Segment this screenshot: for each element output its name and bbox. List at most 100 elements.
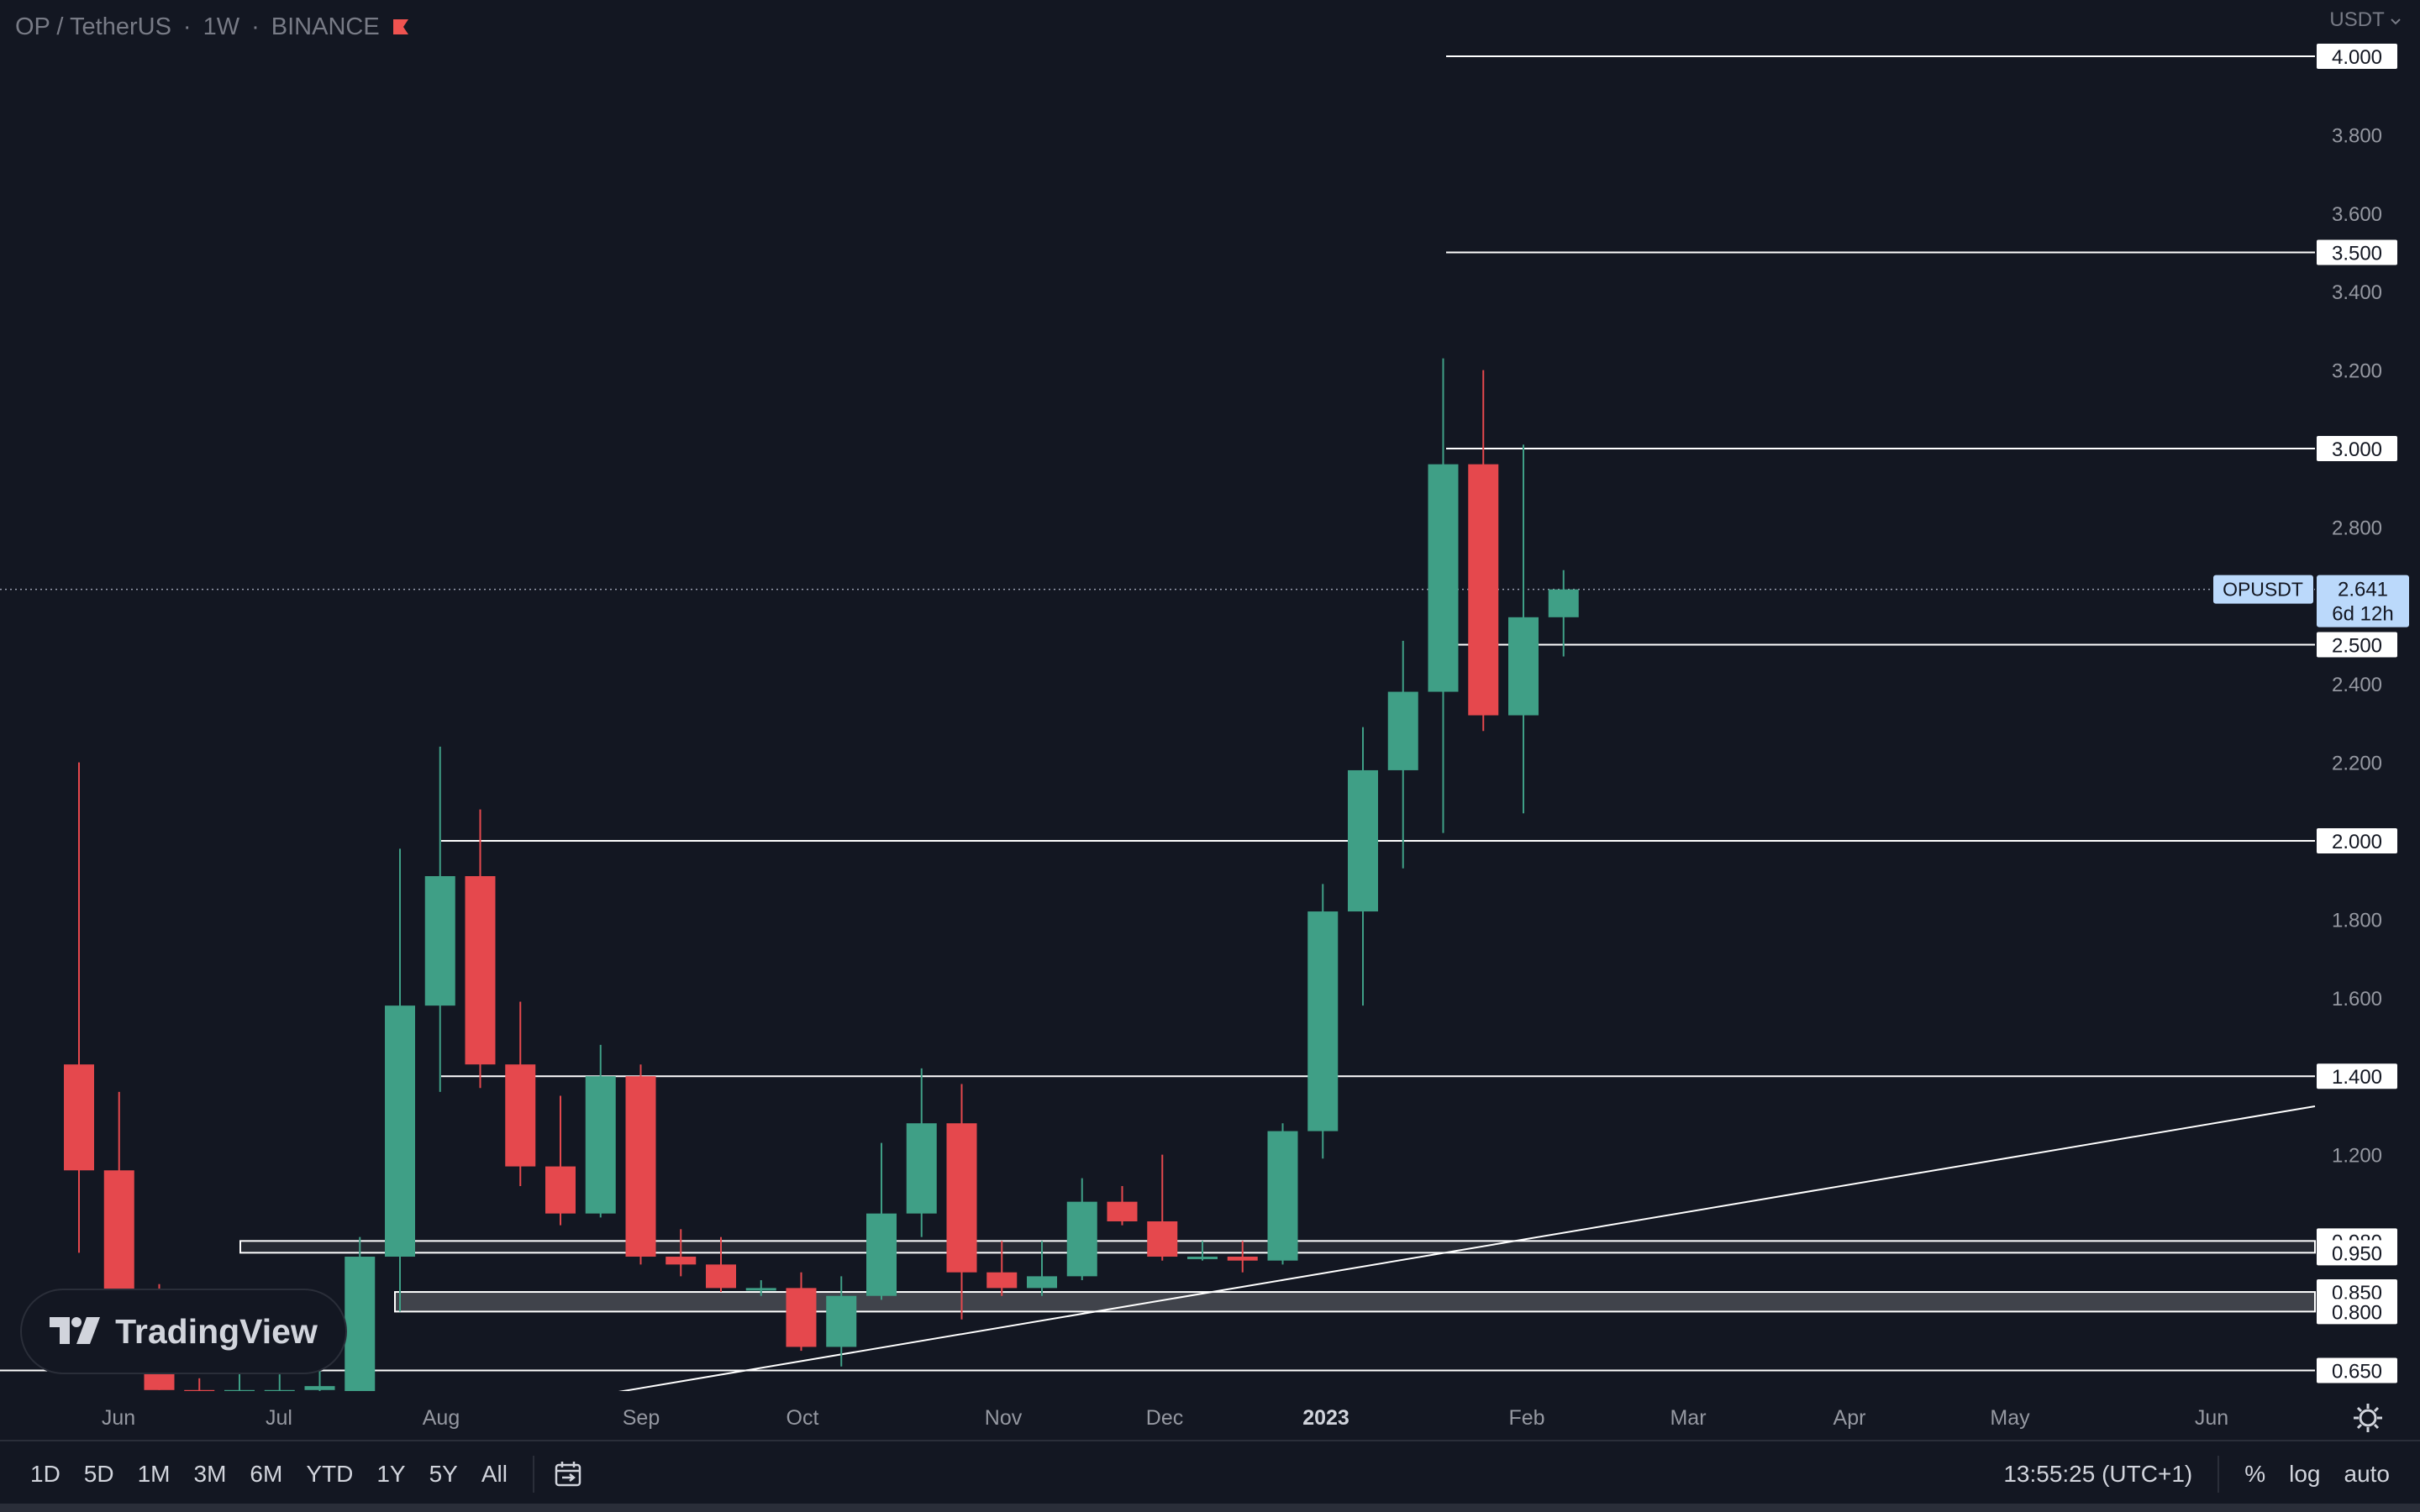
- candle[interactable]: [745, 1280, 776, 1296]
- interval-label[interactable]: 1W: [203, 13, 240, 40]
- candle[interactable]: [786, 1272, 817, 1352]
- tradingview-logo[interactable]: TradingView: [20, 1289, 347, 1374]
- candle-body: [1227, 1257, 1258, 1261]
- range-3m-button[interactable]: 3M: [193, 1461, 227, 1487]
- price-label-text: 4.000: [2332, 46, 2382, 69]
- candle[interactable]: [666, 1229, 697, 1277]
- candle[interactable]: [1227, 1241, 1258, 1273]
- candle[interactable]: [1548, 570, 1579, 657]
- flag-icon[interactable]: [392, 18, 410, 35]
- candle[interactable]: [1508, 444, 1539, 814]
- price-level-label: 2.500: [2317, 632, 2397, 658]
- candle[interactable]: [906, 1068, 937, 1237]
- logo-text: TradingView: [115, 1311, 318, 1351]
- candle[interactable]: [545, 1095, 576, 1226]
- time-axis-label: Aug: [423, 1406, 460, 1430]
- range-5d-button[interactable]: 5D: [83, 1461, 114, 1487]
- bottom-toolbar: 1D 5D 1M 3M 6M YTD 1Y 5Y All 13:55:25 (U…: [0, 1440, 2420, 1507]
- calendar-goto-icon[interactable]: [551, 1457, 585, 1491]
- candle[interactable]: [1387, 640, 1418, 869]
- candle[interactable]: [184, 1378, 215, 1393]
- candle-body: [666, 1257, 697, 1265]
- log-scale-button[interactable]: log: [2289, 1461, 2321, 1487]
- price-label-box: [2317, 1240, 2397, 1266]
- candle[interactable]: [826, 1276, 857, 1367]
- bar-countdown-text: 6d 12h: [2332, 603, 2393, 626]
- price-label-box: [2317, 1063, 2397, 1089]
- price-label-box: [2317, 239, 2397, 265]
- price-label-text: 0.800: [2332, 1301, 2382, 1324]
- auto-scale-button[interactable]: auto: [2344, 1461, 2391, 1487]
- toolbar-divider: [532, 1456, 534, 1493]
- candle-body: [786, 1288, 817, 1347]
- candle[interactable]: [1027, 1241, 1057, 1296]
- candle-body: [1267, 1131, 1298, 1261]
- candle[interactable]: [946, 1084, 977, 1320]
- chevron-down-icon: [2391, 18, 2401, 25]
- gear-icon[interactable]: [2351, 1401, 2385, 1435]
- candle[interactable]: [465, 809, 496, 1089]
- candle[interactable]: [264, 1374, 295, 1393]
- candle[interactable]: [1107, 1185, 1138, 1226]
- candle[interactable]: [585, 1044, 616, 1218]
- candle[interactable]: [1307, 884, 1339, 1159]
- range-1d-button[interactable]: 1D: [30, 1461, 60, 1487]
- price-level-label: 0.950: [2317, 1240, 2397, 1266]
- candle[interactable]: [1428, 358, 1459, 833]
- candle[interactable]: [625, 1064, 656, 1265]
- candle[interactable]: [1187, 1241, 1218, 1261]
- candle[interactable]: [706, 1236, 736, 1293]
- candle[interactable]: [1267, 1123, 1298, 1265]
- range-5y-button[interactable]: 5Y: [429, 1461, 458, 1487]
- currency-selector[interactable]: USDT: [2329, 8, 2402, 32]
- price-axis-tick: 1.600: [2332, 988, 2382, 1011]
- candle-body: [946, 1123, 977, 1273]
- price-level-label: 3.000: [2317, 436, 2397, 461]
- candle-body: [345, 1257, 376, 1391]
- price-label-text: 3.500: [2332, 243, 2382, 265]
- time-axis-label: Jun: [102, 1406, 135, 1430]
- price-label-text: 3.000: [2332, 438, 2382, 461]
- candle[interactable]: [1066, 1178, 1097, 1281]
- candle-body: [465, 876, 496, 1065]
- range-all-button[interactable]: All: [481, 1461, 508, 1487]
- candle-body: [505, 1064, 536, 1167]
- percent-scale-button[interactable]: %: [2244, 1461, 2266, 1487]
- candle[interactable]: [424, 746, 455, 1092]
- range-6m-button[interactable]: 6M: [250, 1461, 283, 1487]
- range-1y-button[interactable]: 1Y: [376, 1461, 406, 1487]
- clock-time[interactable]: 13:55:25 (UTC+1): [2003, 1461, 2193, 1487]
- candle[interactable]: [385, 848, 415, 1312]
- price-level-label: 2.000: [2317, 828, 2397, 853]
- candle-body: [1107, 1201, 1138, 1221]
- price-label-text: 2.500: [2332, 635, 2382, 658]
- candle[interactable]: [1147, 1154, 1178, 1261]
- support-zone[interactable]: [394, 1291, 2316, 1313]
- price-label-text: 0.950: [2332, 1242, 2382, 1265]
- time-axis-label: Apr: [1833, 1406, 1866, 1430]
- price-label-box: [2317, 436, 2397, 461]
- candle[interactable]: [1348, 727, 1378, 1006]
- candle-body: [1307, 911, 1339, 1131]
- candle[interactable]: [505, 1001, 536, 1186]
- trend-line[interactable]: [618, 1105, 2316, 1393]
- candle[interactable]: [64, 762, 94, 1253]
- chart-header[interactable]: OP / TetherUS · 1W · BINANCE: [15, 10, 410, 44]
- candle[interactable]: [866, 1142, 897, 1300]
- symbol-title[interactable]: OP / TetherUS: [15, 13, 171, 40]
- time-axis-label: Oct: [786, 1406, 819, 1430]
- toolbar-divider: [2217, 1456, 2220, 1493]
- price-label-box: [2317, 1357, 2397, 1383]
- candle[interactable]: [1468, 370, 1499, 732]
- price-axis-tick: 3.600: [2332, 203, 2382, 226]
- candle[interactable]: [986, 1241, 1018, 1296]
- currency-label[interactable]: USDT: [2329, 8, 2385, 31]
- candle[interactable]: [345, 1236, 376, 1391]
- range-1m-button[interactable]: 1M: [137, 1461, 171, 1487]
- price-label-box: [2317, 1299, 2397, 1325]
- time-axis-label: May: [1990, 1406, 2030, 1430]
- candle-body: [1066, 1201, 1097, 1277]
- range-ytd-button[interactable]: YTD: [306, 1461, 354, 1487]
